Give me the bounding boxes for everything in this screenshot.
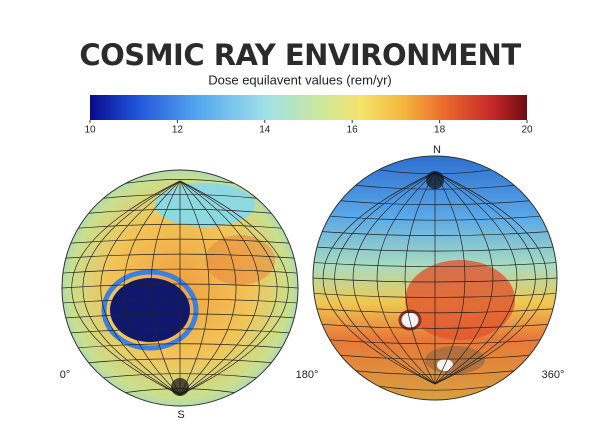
parallel <box>78 223 282 229</box>
parallel <box>313 262 557 267</box>
meridian <box>376 171 436 385</box>
pole <box>426 171 444 189</box>
region <box>155 183 255 227</box>
meridian <box>123 180 181 396</box>
pole <box>171 378 189 396</box>
parallel <box>103 373 257 379</box>
parallel <box>340 200 530 206</box>
globe-outline <box>312 155 558 401</box>
parallel <box>355 370 515 376</box>
parallel <box>316 246 554 252</box>
longitude-label: 0° <box>60 369 71 381</box>
meridian <box>404 171 436 385</box>
meridian <box>434 171 518 385</box>
meridian <box>150 180 181 396</box>
parallel <box>70 238 290 244</box>
meridian <box>179 180 237 396</box>
parallel <box>62 298 298 304</box>
longitude-label: 180° <box>296 369 319 381</box>
meridian <box>82 180 181 396</box>
parallel <box>65 313 295 319</box>
parallel <box>329 339 541 345</box>
meridian <box>179 180 278 396</box>
colorbar-tick-label: 12 <box>172 125 184 136</box>
globe-outline <box>61 169 299 407</box>
parallel <box>88 208 272 214</box>
parallel <box>88 358 272 364</box>
pole-label: N <box>433 144 441 156</box>
region <box>205 235 275 285</box>
colorbar-label: Dose equilavent values (rem/yr) <box>208 72 392 87</box>
graticule <box>313 169 557 391</box>
colorbar-tick-label: 20 <box>521 125 533 136</box>
parallel <box>355 184 515 190</box>
title: COSMIC RAY ENVIRONMENT <box>79 38 521 72</box>
longitude-label: 360° <box>542 369 565 381</box>
meridian <box>434 171 548 385</box>
parallel <box>329 215 541 221</box>
colorbar-tick-label: 14 <box>259 125 271 136</box>
parallel <box>78 343 282 349</box>
meridian <box>179 180 289 396</box>
colorbar-tick-label: 18 <box>434 125 446 136</box>
meridian <box>334 171 436 385</box>
colorbar-tick-label: 16 <box>347 125 359 136</box>
meridian <box>179 180 210 396</box>
parallel <box>65 253 295 259</box>
pole-label: S <box>177 409 184 421</box>
parallel <box>378 385 492 391</box>
meridian <box>434 171 494 385</box>
parallel <box>62 268 298 274</box>
meridian <box>322 171 436 385</box>
meridian <box>352 171 436 385</box>
parallel <box>313 293 557 298</box>
meridian <box>434 171 536 385</box>
parallel <box>340 354 530 360</box>
colorbar-tick-label: 10 <box>84 125 96 136</box>
meridian <box>179 180 260 396</box>
parallel <box>62 283 298 289</box>
region <box>405 260 515 340</box>
parallel <box>103 193 257 199</box>
region <box>110 278 190 342</box>
parallel <box>125 179 235 184</box>
parallel <box>322 324 548 329</box>
meridian <box>71 180 181 396</box>
parallel <box>316 308 554 314</box>
meridian <box>434 171 466 385</box>
parallel <box>322 231 548 236</box>
parallel <box>313 277 557 283</box>
meridian <box>100 180 181 396</box>
colorbar <box>90 95 527 120</box>
parallel <box>70 328 290 334</box>
graticule <box>62 179 298 396</box>
